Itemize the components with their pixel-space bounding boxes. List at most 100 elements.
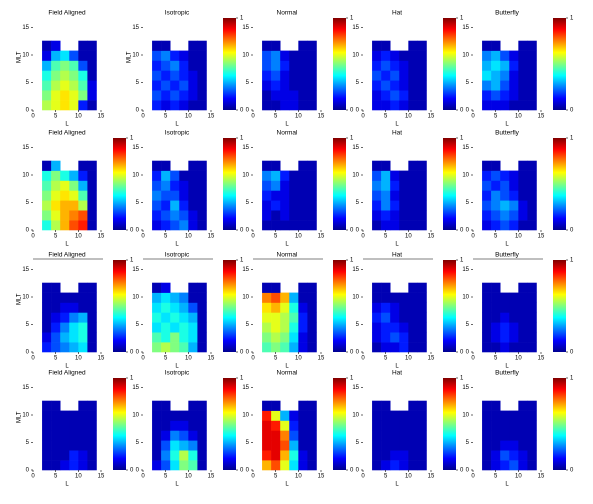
heat-cell <box>527 342 537 353</box>
x-tick-label: 0 <box>141 114 145 120</box>
y-tick-label: 10 <box>242 295 249 301</box>
heat-cell <box>78 90 88 101</box>
heat-cell <box>390 180 400 191</box>
heat-cell <box>42 170 52 181</box>
heat-cell <box>372 400 382 411</box>
panel: Field Aligned 0 5 10 15 0 5 10 15 L 0 1 <box>22 130 134 248</box>
heat-cell <box>51 50 61 61</box>
heat-cell <box>390 450 400 461</box>
heat-cell <box>390 60 400 71</box>
y-tick-label: 0 <box>356 468 360 474</box>
panel-title: Isotropic <box>165 370 190 377</box>
heat-cell <box>197 420 207 431</box>
heat-cell <box>527 190 537 201</box>
heat-cell <box>509 430 519 441</box>
colorbar-tick-label: 1 <box>570 16 574 22</box>
heat-cell <box>307 312 317 323</box>
heat-cell <box>500 190 510 201</box>
y-tick-label: 15 <box>352 267 359 273</box>
x-tick-label: 10 <box>515 114 522 120</box>
heat-cell <box>381 292 391 303</box>
heat-cell <box>188 160 198 171</box>
heat-cell <box>152 210 162 221</box>
heat-cell <box>482 200 492 211</box>
heat-cell <box>179 420 189 431</box>
heat-cell <box>271 450 281 461</box>
heat-cell <box>289 440 299 451</box>
heat-cell <box>280 342 290 353</box>
heat-cell <box>408 450 418 461</box>
x-tick-label: 5 <box>274 114 278 120</box>
heat-cell <box>42 200 52 211</box>
heat-cell <box>500 322 510 333</box>
heat-cell <box>491 170 501 181</box>
heat-cell <box>262 170 272 181</box>
x-tick-label: 10 <box>405 234 412 240</box>
y-tick-label: 5 <box>246 80 250 86</box>
y-axis-label: MLT <box>17 411 23 423</box>
heat-cell <box>179 60 189 71</box>
heat-cell <box>509 60 519 71</box>
heat-cell <box>179 302 189 313</box>
heat-cell <box>60 170 70 181</box>
x-tick-label: 15 <box>428 356 435 362</box>
heat-cell <box>280 90 290 101</box>
heat-cell <box>197 100 207 111</box>
x-tick-label: 5 <box>164 234 168 240</box>
heat-cell <box>417 302 427 313</box>
heat-cell <box>78 312 88 323</box>
y-tick-label: 0 <box>136 468 140 474</box>
heat-cell <box>78 450 88 461</box>
heat-cell <box>482 180 492 191</box>
heat-cell <box>161 312 171 323</box>
heat-cell <box>399 70 409 81</box>
heat-cell <box>381 430 391 441</box>
heat-cell <box>509 180 519 191</box>
colorbar-tick-label: 0 <box>570 468 574 474</box>
heat-cell <box>289 292 299 303</box>
heat-cell <box>42 50 52 61</box>
heat-cell <box>197 80 207 91</box>
heat-cell <box>78 282 88 293</box>
x-tick-label: 10 <box>295 114 302 120</box>
heat-cell <box>188 180 198 191</box>
heat-cell <box>289 180 299 191</box>
heat-cell <box>482 450 492 461</box>
heat-cell <box>417 420 427 431</box>
heat-cell <box>307 210 317 221</box>
heat-cell <box>179 440 189 451</box>
y-tick-label: 15 <box>22 385 29 391</box>
y-tick-label: 10 <box>462 53 469 59</box>
x-tick-label: 0 <box>361 356 365 362</box>
panel-title: Normal <box>277 252 299 259</box>
heat-cell <box>51 90 61 101</box>
heat-cell <box>417 342 427 353</box>
heat-cell <box>381 100 391 111</box>
y-tick-label: 15 <box>22 267 29 273</box>
x-tick-label: 5 <box>384 234 388 240</box>
heat-cell <box>161 160 171 171</box>
heat-cell <box>69 312 79 323</box>
heat-cell <box>262 180 272 191</box>
heat-cell <box>179 50 189 61</box>
heat-cell <box>170 60 180 71</box>
heat-cell <box>271 160 281 171</box>
heat-cell <box>179 200 189 211</box>
colorbar-tick-label: 1 <box>240 376 244 382</box>
colorbar-tick-label: 1 <box>240 258 244 264</box>
heat-cell <box>179 332 189 343</box>
heat-cell <box>69 410 79 421</box>
heat-cell <box>262 400 272 411</box>
heat-cell <box>69 60 79 71</box>
heat-cell <box>500 410 510 421</box>
heat-cell <box>289 342 299 353</box>
y-tick-label: 5 <box>26 200 30 206</box>
heat-cell <box>87 450 97 461</box>
heat-cell <box>390 210 400 221</box>
heat-cell <box>509 420 519 431</box>
heat-cell <box>69 180 79 191</box>
heat-cell <box>60 190 70 201</box>
heat-cell <box>289 332 299 343</box>
